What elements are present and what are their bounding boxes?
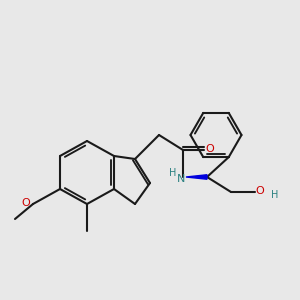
Text: O: O — [255, 185, 264, 196]
Text: O: O — [206, 143, 214, 154]
Text: O: O — [21, 197, 30, 208]
Polygon shape — [186, 175, 207, 179]
Text: N: N — [177, 173, 186, 184]
Text: H: H — [169, 167, 176, 178]
Text: H: H — [271, 190, 278, 200]
